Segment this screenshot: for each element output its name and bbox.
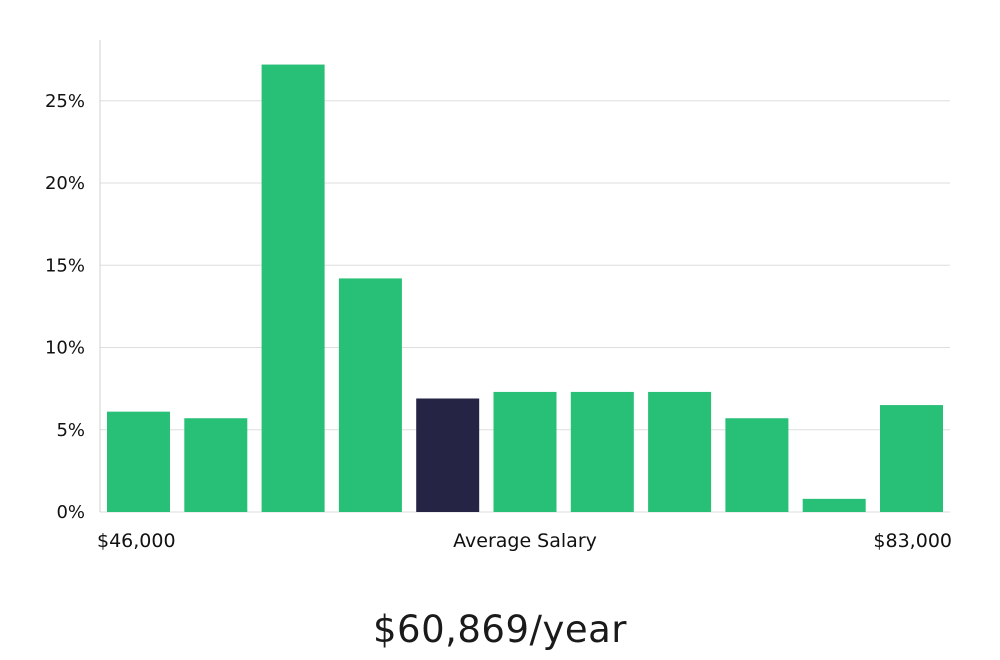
bar bbox=[648, 391, 712, 512]
x-max-label: $83,000 bbox=[873, 530, 952, 552]
x-min-label: $46,000 bbox=[97, 530, 176, 552]
salary-histogram: 0%5%10%15%20%25% $46,000 Average Salary … bbox=[45, 40, 952, 552]
y-tick-label: 0% bbox=[56, 502, 85, 523]
y-tick-label: 10% bbox=[45, 338, 85, 359]
y-axis-ticks: 0% 5% 10% 15% 20% 25% bbox=[45, 91, 85, 523]
x-axis-title: Average Salary bbox=[453, 530, 597, 552]
bar bbox=[570, 391, 634, 512]
y-tick-label: 20% bbox=[45, 173, 85, 194]
bars bbox=[107, 64, 943, 512]
average-salary-value: $60,869/year bbox=[372, 608, 627, 651]
y-tick-label: 5% bbox=[56, 420, 85, 441]
bar bbox=[725, 418, 789, 512]
y-tick-label: 15% bbox=[45, 255, 85, 276]
bar bbox=[107, 411, 170, 512]
bar bbox=[493, 391, 557, 512]
bar bbox=[880, 405, 943, 512]
bar bbox=[802, 498, 866, 512]
bar-highlighted bbox=[416, 398, 480, 512]
bar bbox=[261, 64, 325, 512]
bar bbox=[338, 278, 402, 512]
y-tick-label: 25% bbox=[45, 91, 85, 112]
bar bbox=[184, 418, 248, 512]
